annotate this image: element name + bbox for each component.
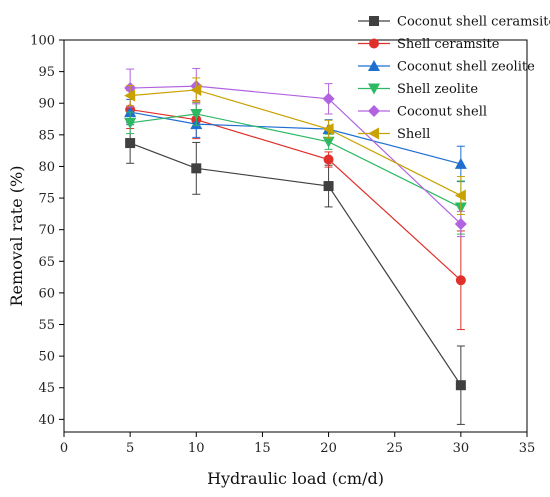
y-axis-title: Removal rate (%) [7, 166, 26, 307]
y-tick-label: 65 [38, 255, 55, 270]
y-tick-label: 55 [38, 318, 55, 333]
y-tick-label: 100 [30, 34, 55, 49]
legend-marker [368, 83, 380, 95]
x-tick-label: 10 [188, 441, 205, 456]
y-tick-label: 60 [38, 286, 55, 301]
plot-frame [63, 39, 528, 433]
legend-item: Shell [358, 127, 430, 142]
x-tick-label: 30 [453, 441, 470, 456]
legend-item: Coconut shell ceramsite [358, 15, 550, 30]
legend-item: Coconut shell zeolite [358, 60, 535, 75]
data-point [454, 217, 467, 230]
data-point [454, 189, 466, 202]
series-3 [124, 102, 467, 235]
legend-marker [368, 127, 379, 140]
legend-label: Shell zeolite [397, 82, 478, 97]
series-line [130, 89, 462, 197]
data-point [322, 123, 334, 136]
legend-item: Shell zeolite [358, 82, 478, 97]
x-tick-label: 0 [60, 441, 68, 456]
legend-marker [369, 38, 379, 49]
data-point [322, 136, 335, 148]
plot-area [124, 67, 467, 425]
data-point [191, 163, 202, 174]
legend: Coconut shell ceramsite Shell ceramsite Co… [358, 15, 550, 142]
legend-label: Shell [397, 127, 430, 142]
x-tick-label: 5 [126, 441, 134, 456]
data-point [124, 117, 137, 129]
x-tick-label: 20 [320, 441, 337, 456]
legend-marker [368, 60, 380, 71]
series-line [129, 142, 462, 386]
series-line [130, 113, 462, 209]
series-0 [125, 122, 466, 425]
data-point [454, 157, 467, 169]
y-tick-label: 85 [38, 128, 55, 143]
y-tick-label: 80 [38, 160, 55, 175]
legend-item: Shell ceramsite [358, 37, 500, 52]
y-tick-label: 45 [38, 381, 55, 396]
x-tick-label: 25 [386, 441, 403, 456]
data-point [190, 83, 202, 96]
data-point [124, 89, 136, 102]
data-point [323, 154, 334, 165]
x-tick-label: 15 [254, 441, 271, 456]
series-5 [124, 77, 466, 216]
data-point [190, 108, 203, 120]
legend-label: Shell ceramsite [397, 37, 500, 52]
y-tick-label: 95 [38, 65, 55, 80]
data-point [455, 380, 466, 391]
legend-marker [369, 16, 379, 26]
legend-marker [368, 105, 380, 117]
legend-item: Coconut shell [358, 105, 487, 120]
y-tick-label: 70 [38, 223, 55, 238]
axes: 0 5 10 15 20 25 30 35 40 45 50 55 60 65 70 75 80 85 90 95 10… [30, 34, 535, 457]
x-tick-label: 35 [519, 441, 536, 456]
legend-label: Coconut shell [397, 105, 487, 120]
y-tick-label: 75 [38, 192, 55, 207]
data-point [323, 181, 334, 192]
data-point [322, 92, 335, 105]
data-point [125, 138, 136, 149]
y-tick-label: 90 [38, 97, 55, 112]
series-line [130, 85, 462, 225]
y-tick-label: 40 [38, 413, 55, 428]
y-tick-label: 50 [38, 350, 55, 365]
series-line [130, 108, 462, 281]
data-point [455, 275, 466, 286]
legend-label: Coconut shell ceramsite [397, 15, 550, 30]
legend-label: Coconut shell zeolite [397, 60, 535, 75]
x-axis-title: Hydraulic load (cm/d) [207, 469, 384, 488]
